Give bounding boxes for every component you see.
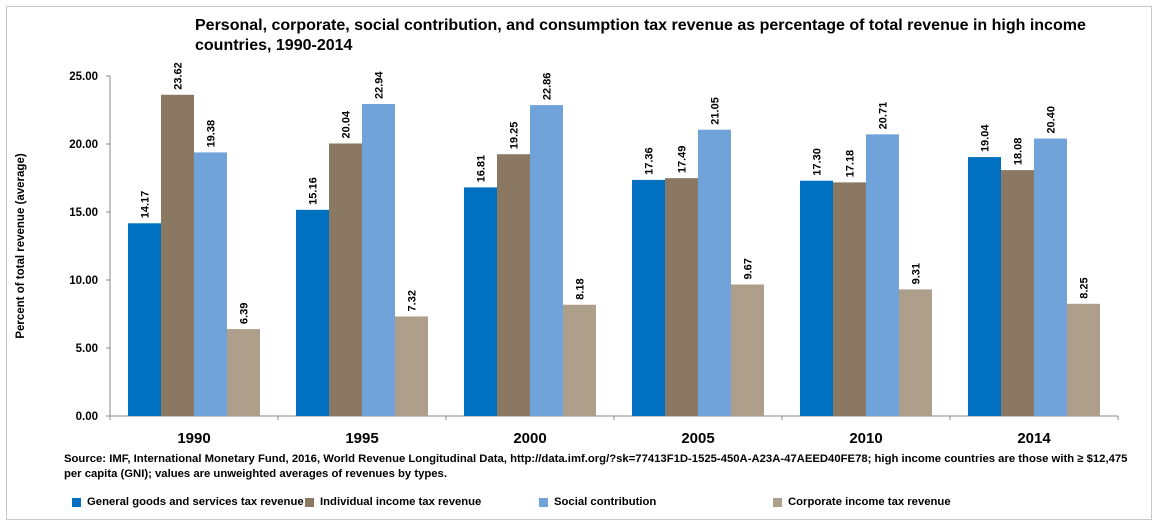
bar: [161, 94, 194, 416]
data-label: 16.81: [476, 155, 488, 183]
data-label: 14.17: [140, 191, 152, 219]
y-tick-label: 25.00: [69, 71, 98, 83]
legend-swatch: [773, 497, 782, 507]
legend-swatch: [72, 497, 81, 507]
data-label: 23.62: [173, 62, 185, 90]
chart-legend: General goods and services tax revenue In…: [72, 496, 951, 508]
bar: [968, 157, 1001, 416]
data-label: 9.31: [911, 263, 923, 284]
x-tick-label: 2010: [849, 430, 882, 447]
y-tick-label: 20.00: [69, 139, 98, 151]
legend-item: Individual income tax revenue: [305, 496, 539, 508]
bar: [833, 182, 866, 416]
data-label: 17.36: [644, 147, 656, 175]
data-label: 20.40: [1046, 106, 1058, 134]
data-label: 21.05: [710, 97, 722, 125]
bar: [395, 316, 428, 416]
data-label: 15.16: [308, 177, 320, 205]
data-label: 19.25: [509, 122, 521, 150]
y-axis-title: Percent of total revenue (average): [15, 153, 27, 339]
bar: [362, 104, 395, 417]
data-label: 17.18: [845, 150, 857, 178]
data-label: 19.38: [206, 120, 218, 148]
bar: [1034, 138, 1067, 416]
bar: [1067, 303, 1100, 416]
bar: [194, 152, 227, 416]
y-tick-label: 5.00: [76, 343, 98, 355]
bar: [899, 289, 932, 416]
x-tick-label: 2000: [513, 430, 546, 447]
legend-item: Social contribution: [539, 496, 773, 508]
bar: [698, 129, 731, 416]
bar: [329, 143, 362, 416]
bar: [665, 178, 698, 416]
bar: [227, 329, 260, 416]
bar: [128, 223, 161, 416]
legend-label: Social contribution: [554, 496, 657, 508]
legend-label: General goods and services tax revenue: [87, 496, 304, 508]
x-tick-label: 1990: [177, 430, 210, 447]
data-label: 8.25: [1079, 277, 1091, 298]
data-label: 9.67: [743, 258, 755, 279]
legend-label: Corporate income tax revenue: [788, 496, 951, 508]
bar: [497, 154, 530, 416]
data-label: 22.94: [374, 71, 386, 99]
bar: [866, 134, 899, 416]
legend-item: Corporate income tax revenue: [773, 496, 951, 508]
bar: [731, 284, 764, 416]
chart-frame: [6, 6, 1152, 520]
legend-swatch: [539, 497, 548, 507]
y-tick-label: 0.00: [76, 411, 98, 423]
data-label: 22.86: [542, 73, 554, 101]
x-tick-label: 2014: [1017, 430, 1051, 447]
x-tick-label: 2005: [681, 430, 714, 447]
data-label: 6.39: [239, 303, 251, 324]
legend-swatch: [305, 497, 314, 507]
y-tick-label: 10.00: [69, 275, 98, 287]
data-label: 17.30: [812, 148, 824, 176]
data-label: 20.04: [341, 110, 353, 138]
bar: [464, 187, 497, 416]
bar: [563, 304, 596, 416]
bar: [1001, 170, 1034, 416]
bar: [296, 209, 329, 416]
data-label: 8.18: [575, 278, 587, 299]
bar: [530, 105, 563, 416]
bar: [632, 179, 665, 416]
legend-item: General goods and services tax revenue: [72, 496, 305, 508]
data-label: 17.49: [677, 146, 689, 174]
data-label: 20.71: [878, 102, 890, 130]
source-note: Source: IMF, International Monetary Fund…: [64, 453, 1128, 480]
bar: [800, 180, 833, 416]
legend-label: Individual income tax revenue: [320, 496, 482, 508]
chart-title: Personal, corporate, social contribution…: [195, 17, 1086, 54]
data-label: 19.04: [980, 124, 992, 152]
data-label: 7.32: [407, 290, 419, 311]
data-label: 18.08: [1013, 138, 1025, 166]
x-tick-label: 1995: [345, 430, 378, 447]
y-tick-label: 15.00: [69, 207, 98, 219]
